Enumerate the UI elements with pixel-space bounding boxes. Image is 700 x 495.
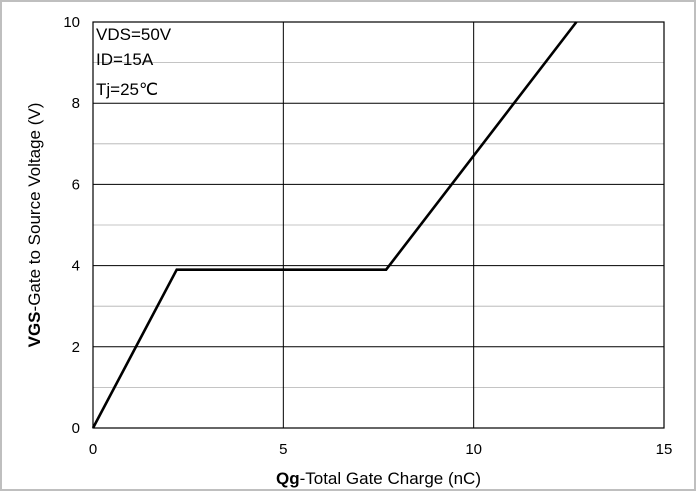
y-axis-label-text: -Gate to Source Voltage (V) [25,103,44,312]
x-tick-label: 0 [89,441,97,458]
y-tick-label: 4 [72,258,80,275]
y-tick-label: 0 [72,420,80,437]
y-tick-label: 2 [72,339,80,356]
y-axis-label-symbol: VGS [25,311,44,347]
y-tick-label: 8 [72,95,80,112]
plot-area-border [92,21,665,429]
x-axis-label: Qg-Total Gate Charge (nC) [276,469,481,488]
y-tick-label: 6 [72,176,80,193]
condition-annotation: ID=15A [96,50,154,69]
series-layer [91,21,578,429]
y-tick-label: 10 [63,14,80,31]
y-axis-label: VGS-Gate to Source Voltage (V) [25,103,44,348]
x-tick-label: 5 [279,441,287,458]
grid-lines [93,22,664,428]
condition-annotation: Tj=25℃ [96,80,158,99]
condition-annotations: VDS=50V ID=15A Tj=25℃ [96,25,172,99]
x-tick-label: 15 [656,441,673,458]
x-axis-label-symbol: Qg [276,469,300,488]
series-line [91,21,578,429]
tick-labels: 0 2 4 6 8 10 0 5 10 15 [63,14,672,458]
x-tick-label: 10 [465,441,482,458]
x-axis-label-text: -Total Gate Charge (nC) [300,469,481,488]
condition-annotation: VDS=50V [96,25,172,44]
